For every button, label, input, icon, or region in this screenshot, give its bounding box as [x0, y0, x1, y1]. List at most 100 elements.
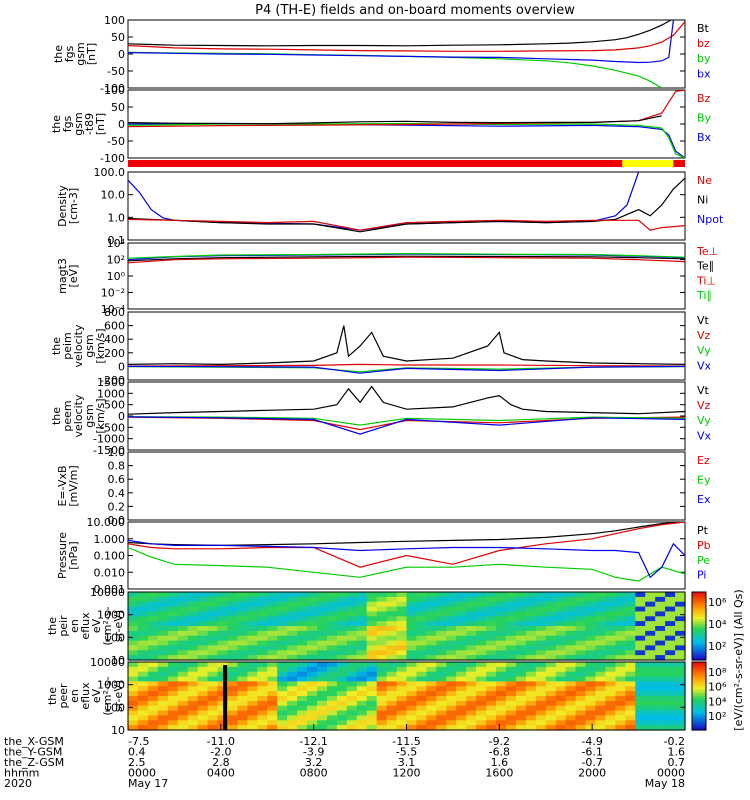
ytick-label: 0	[118, 118, 125, 131]
colorbar-tick: 10⁶	[708, 596, 727, 609]
ytick-label: 100.0	[94, 166, 126, 179]
legend-Te⊥: Te⊥	[696, 245, 718, 258]
ytick-label: 800	[104, 306, 125, 319]
ytick-label: 1.0	[108, 446, 126, 459]
ylabel-line: velocity	[72, 394, 85, 437]
panels-group: 100500-50-100thefgsgsm[nT]Btbzbybx100500…	[46, 14, 745, 737]
series-Vx	[128, 365, 685, 374]
mode-segment-1	[622, 160, 674, 167]
row-value: -6.1	[581, 746, 602, 759]
legend-Te∥: Te∥	[696, 260, 714, 273]
ylabel-line: gsm	[83, 404, 96, 427]
legend-bx: bx	[697, 67, 711, 80]
legend-Ez: Ez	[697, 454, 710, 467]
row-value: 0.4	[128, 746, 146, 759]
series-by	[128, 51, 663, 88]
series-Vt	[128, 385, 685, 415]
legend-Bz: Bz	[697, 92, 711, 105]
series-Vy	[128, 416, 685, 426]
ytick-label: 10000	[90, 586, 125, 599]
series-Te⊥	[128, 256, 685, 264]
row-value: -11.5	[392, 735, 420, 748]
row-value: May 18	[645, 777, 685, 790]
colorbar-frame	[691, 661, 707, 731]
ylabel-line: en	[68, 619, 81, 633]
ytick-label: 10	[111, 724, 125, 737]
legend-Vy: Vy	[697, 344, 711, 357]
panel-peir-spec: 10000100010010thepeirenefluxeV(cm²-s-sr-…	[46, 586, 745, 731]
row-value: 0.7	[668, 756, 686, 769]
colorbar-tick: 10⁴	[708, 618, 727, 631]
legend-Ni: Ni	[697, 193, 708, 206]
series-group	[128, 90, 685, 158]
ylabel-line: -t89	[83, 113, 96, 135]
panel-efield: 1.00.80.60.40.20.0 E=-VxB[mV/m] Ez Ey Ex	[56, 446, 711, 527]
series-group	[128, 325, 685, 374]
legend-bz: bz	[697, 37, 710, 50]
ylabel-line: E=-VxB	[56, 465, 69, 506]
ytick-label: 0.2	[108, 500, 126, 513]
ylabel-line: en	[68, 689, 81, 703]
series-Vt	[128, 325, 685, 366]
series-Npot	[128, 172, 640, 231]
ylabel-line: [nT]	[94, 113, 107, 135]
mode-segment-2	[673, 160, 685, 167]
ytick-label: 0.0	[108, 514, 126, 527]
ylabel-line: [km/s]	[94, 398, 107, 433]
ylabel-line: gsm	[72, 112, 85, 135]
ytick-label: 400	[104, 333, 125, 346]
colorbar-label: [eV/(cm²-s-sr-eV)] (All Qs)	[732, 589, 745, 730]
ylabel-line: [mV/m]	[67, 465, 80, 506]
legend-Vt: Vt	[697, 314, 710, 327]
series-Pe	[128, 546, 685, 582]
ytick-label: 0	[118, 48, 125, 61]
legend-Vz: Vz	[697, 399, 711, 412]
row-value: 2000	[578, 767, 606, 780]
series-group	[128, 252, 685, 264]
series-Bt	[128, 115, 662, 125]
panel-frame	[127, 311, 686, 381]
ytick-label: 1000	[97, 609, 125, 622]
panel-mode-bar	[128, 160, 685, 167]
ylabel-line: eV	[90, 688, 103, 703]
row-value: 0400	[207, 767, 235, 780]
ylabel-line: [eV]	[67, 265, 80, 288]
row-value: -3.9	[303, 746, 324, 759]
series-By	[128, 122, 685, 158]
series-Pt	[128, 522, 685, 547]
legend-Pb: Pb	[697, 539, 711, 552]
legend-Ex: Ex	[697, 493, 711, 506]
row-value: -6.8	[489, 746, 510, 759]
ylabel-line: Density	[56, 185, 69, 227]
row-value: 3.2	[305, 756, 323, 769]
ylabel-line: sr-eV)	[112, 680, 125, 712]
ytick-label: 10⁰	[107, 270, 126, 283]
row-value: -0.7	[581, 756, 602, 769]
row-value: 1.6	[668, 746, 686, 759]
panel-frame	[127, 451, 686, 521]
ylabel-line: sr-eV)	[112, 610, 125, 642]
colorbar-tick: 10⁴	[708, 695, 727, 708]
ylabel-line: gsm	[83, 334, 96, 357]
ytick-label: 0	[118, 410, 125, 423]
row-value: -9.2	[489, 735, 510, 748]
legend-Bx: Bx	[697, 131, 712, 144]
row-value: -2.0	[210, 746, 231, 759]
ytick-label: -100	[100, 82, 125, 95]
data-gap	[223, 665, 228, 730]
ylabel-line: peer	[57, 683, 70, 709]
row-value: -12.1	[299, 735, 327, 748]
ytick-label: 10	[111, 654, 125, 667]
panel-frame	[127, 381, 686, 451]
row-value: 2.8	[212, 756, 230, 769]
ylabel-line: magt3	[56, 258, 69, 294]
legend-by: by	[697, 52, 711, 65]
row-value: 1200	[393, 767, 421, 780]
series-group	[128, 20, 685, 88]
row-value: 0000	[657, 767, 685, 780]
ytick-label: 1000	[97, 387, 125, 400]
ytick-label: 1000	[97, 679, 125, 692]
